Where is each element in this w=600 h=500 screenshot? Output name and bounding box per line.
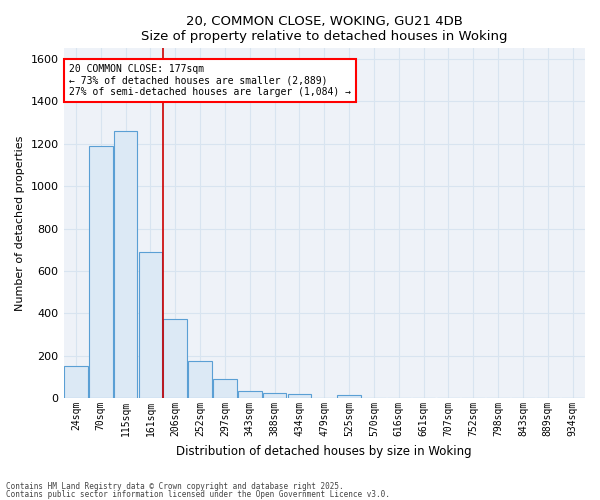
Bar (64, 366, 88, 398)
Text: Contains public sector information licensed under the Open Government Licence v3: Contains public sector information licen… (6, 490, 390, 499)
Bar (263, 394, 286, 398)
X-axis label: Distribution of detached houses by size in Woking: Distribution of detached houses by size … (176, 444, 472, 458)
Text: 20 COMMON CLOSE: 177sqm
← 73% of detached houses are smaller (2,889)
27% of semi: 20 COMMON CLOSE: 177sqm ← 73% of detache… (69, 64, 351, 98)
Bar (213, 379, 237, 398)
Title: 20, COMMON CLOSE, WOKING, GU21 4DB
Size of property relative to detached houses : 20, COMMON CLOSE, WOKING, GU21 4DB Size … (141, 15, 508, 43)
Bar (163, 318, 187, 398)
Bar (238, 392, 262, 398)
Bar (139, 252, 162, 398)
Bar (337, 395, 361, 398)
Bar (114, 131, 137, 398)
Bar (89, 146, 113, 398)
Y-axis label: Number of detached properties: Number of detached properties (15, 136, 25, 311)
Bar (287, 394, 311, 398)
Text: Contains HM Land Registry data © Crown copyright and database right 2025.: Contains HM Land Registry data © Crown c… (6, 482, 344, 491)
Bar (188, 361, 212, 398)
